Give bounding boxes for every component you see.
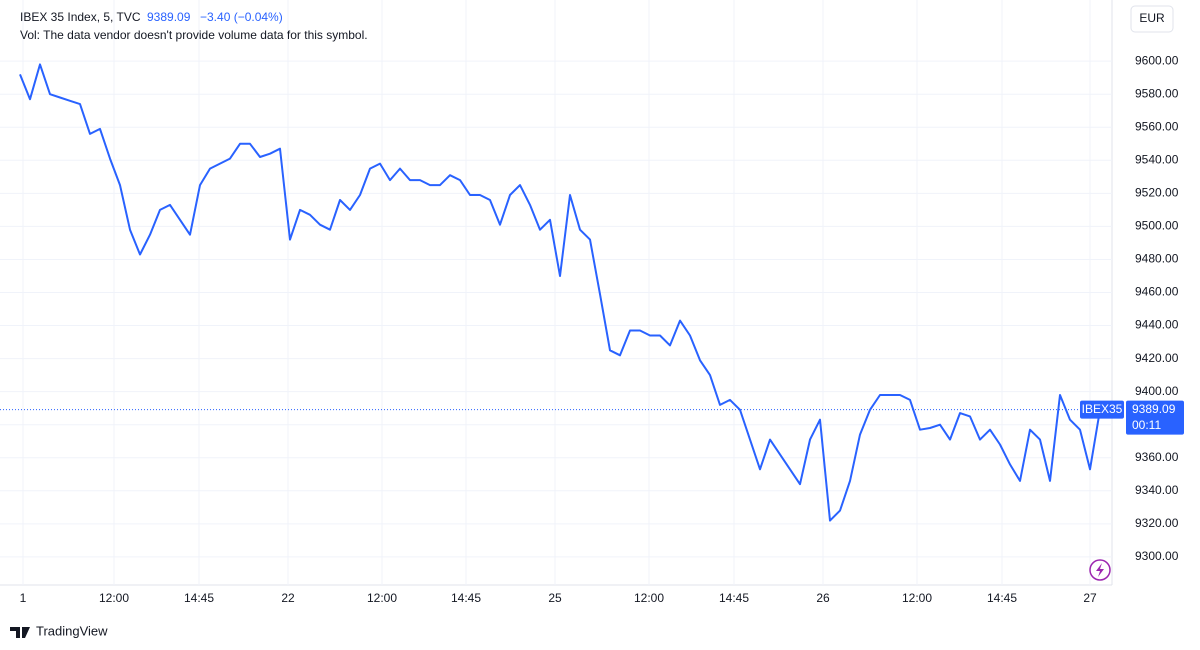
header-change: −3.40 (−0.04%) [200, 10, 283, 24]
symbol-badge [1080, 400, 1124, 419]
y-tick-label: 9340.00 [1135, 483, 1179, 497]
x-tick-label: 26 [816, 591, 830, 605]
price-label: 9389.09 [1132, 402, 1176, 416]
y-tick-label: 9460.00 [1135, 285, 1179, 299]
price-badge [1126, 400, 1184, 435]
header-price: 9389.09 [147, 10, 191, 24]
price-line [19, 63, 1101, 522]
y-tick-label: 9440.00 [1135, 318, 1179, 332]
y-tick-label: 9400.00 [1135, 384, 1179, 398]
volume-note: Vol: The data vendor doesn't provide vol… [20, 28, 368, 42]
x-tick-label: 12:00 [367, 591, 397, 605]
y-tick-label: 9580.00 [1135, 86, 1179, 100]
y-tick-label: 9300.00 [1135, 549, 1179, 563]
y-tick-label: 9420.00 [1135, 351, 1179, 365]
y-tick-label: 9560.00 [1135, 119, 1179, 133]
x-tick-label: 12:00 [99, 591, 129, 605]
x-tick-label: 25 [548, 591, 562, 605]
x-tick-label: 12:00 [902, 591, 932, 605]
x-tick-label: 14:45 [987, 591, 1017, 605]
x-tick-label: 12:00 [634, 591, 664, 605]
x-tick-label: 22 [281, 591, 295, 605]
x-tick-label: 14:45 [184, 591, 214, 605]
event-icon-bolt [1096, 563, 1104, 577]
x-tick-label: 14:45 [719, 591, 749, 605]
y-tick-label: 9500.00 [1135, 219, 1179, 233]
grid [0, 0, 1112, 585]
plot [0, 63, 1112, 522]
brand-logo [10, 627, 30, 638]
x-tick-label: 14:45 [451, 591, 481, 605]
countdown: 00:11 [1132, 418, 1161, 432]
brand: TradingView [36, 623, 108, 638]
y-tick-label: 9540.00 [1135, 152, 1179, 166]
currency-button[interactable] [1130, 5, 1174, 33]
x-tick-label: 1 [20, 591, 27, 605]
currency[interactable]: EUR [1139, 11, 1165, 25]
x-tick-label: 27 [1083, 591, 1097, 605]
y-tick-label: 9480.00 [1135, 252, 1179, 266]
y-tick-label: 9520.00 [1135, 186, 1179, 200]
y-tick-label: 9320.00 [1135, 516, 1179, 530]
chart-title: IBEX 35 Index, 5, TVC [20, 10, 141, 24]
y-tick-label: 9360.00 [1135, 450, 1179, 464]
symbol-label: IBEX35 [1082, 402, 1123, 416]
y-tick-label: 9600.00 [1135, 53, 1179, 67]
